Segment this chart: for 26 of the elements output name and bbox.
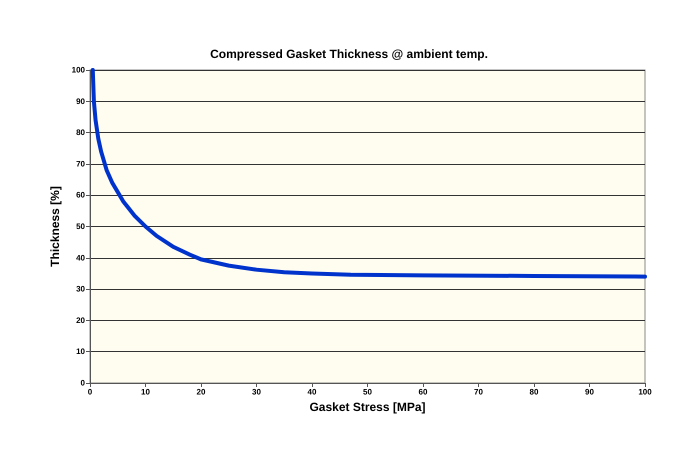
line-series <box>90 68 647 279</box>
y-tick-label: 70 <box>76 159 86 168</box>
y-tick-label: 80 <box>76 128 86 138</box>
x-tick-label: 0 <box>88 388 93 396</box>
x-axis-title: Gasket Stress [MPa] <box>309 400 426 414</box>
x-tick-label: 70 <box>474 388 484 396</box>
y-tick-label: 60 <box>76 190 86 200</box>
x-tick-label: 50 <box>363 388 372 396</box>
x-tick-label: 10 <box>141 388 150 396</box>
x-tick-label: 20 <box>196 388 206 396</box>
x-tick-label: 80 <box>530 388 539 396</box>
x-tick-label: 100 <box>638 388 652 396</box>
x-tick-label: 60 <box>418 388 428 396</box>
x-tick-label: 90 <box>585 388 594 396</box>
y-tick-label: 0 <box>80 378 86 388</box>
y-tick-label: 10 <box>76 347 86 356</box>
y-axis-title: Thickness [%] <box>48 186 62 267</box>
y-tick-label: 90 <box>76 96 86 106</box>
x-tick-label: 30 <box>252 388 262 396</box>
y-tick-label: 40 <box>76 253 86 262</box>
x-tick-label: 40 <box>308 388 317 396</box>
y-tick-label: 100 <box>72 66 86 74</box>
y-tick-label: 30 <box>76 284 86 294</box>
chart-title: Compressed Gasket Thickness @ ambient temp. <box>210 47 488 61</box>
y-tick-label: 50 <box>76 222 86 231</box>
y-tick-label: 20 <box>76 316 86 325</box>
